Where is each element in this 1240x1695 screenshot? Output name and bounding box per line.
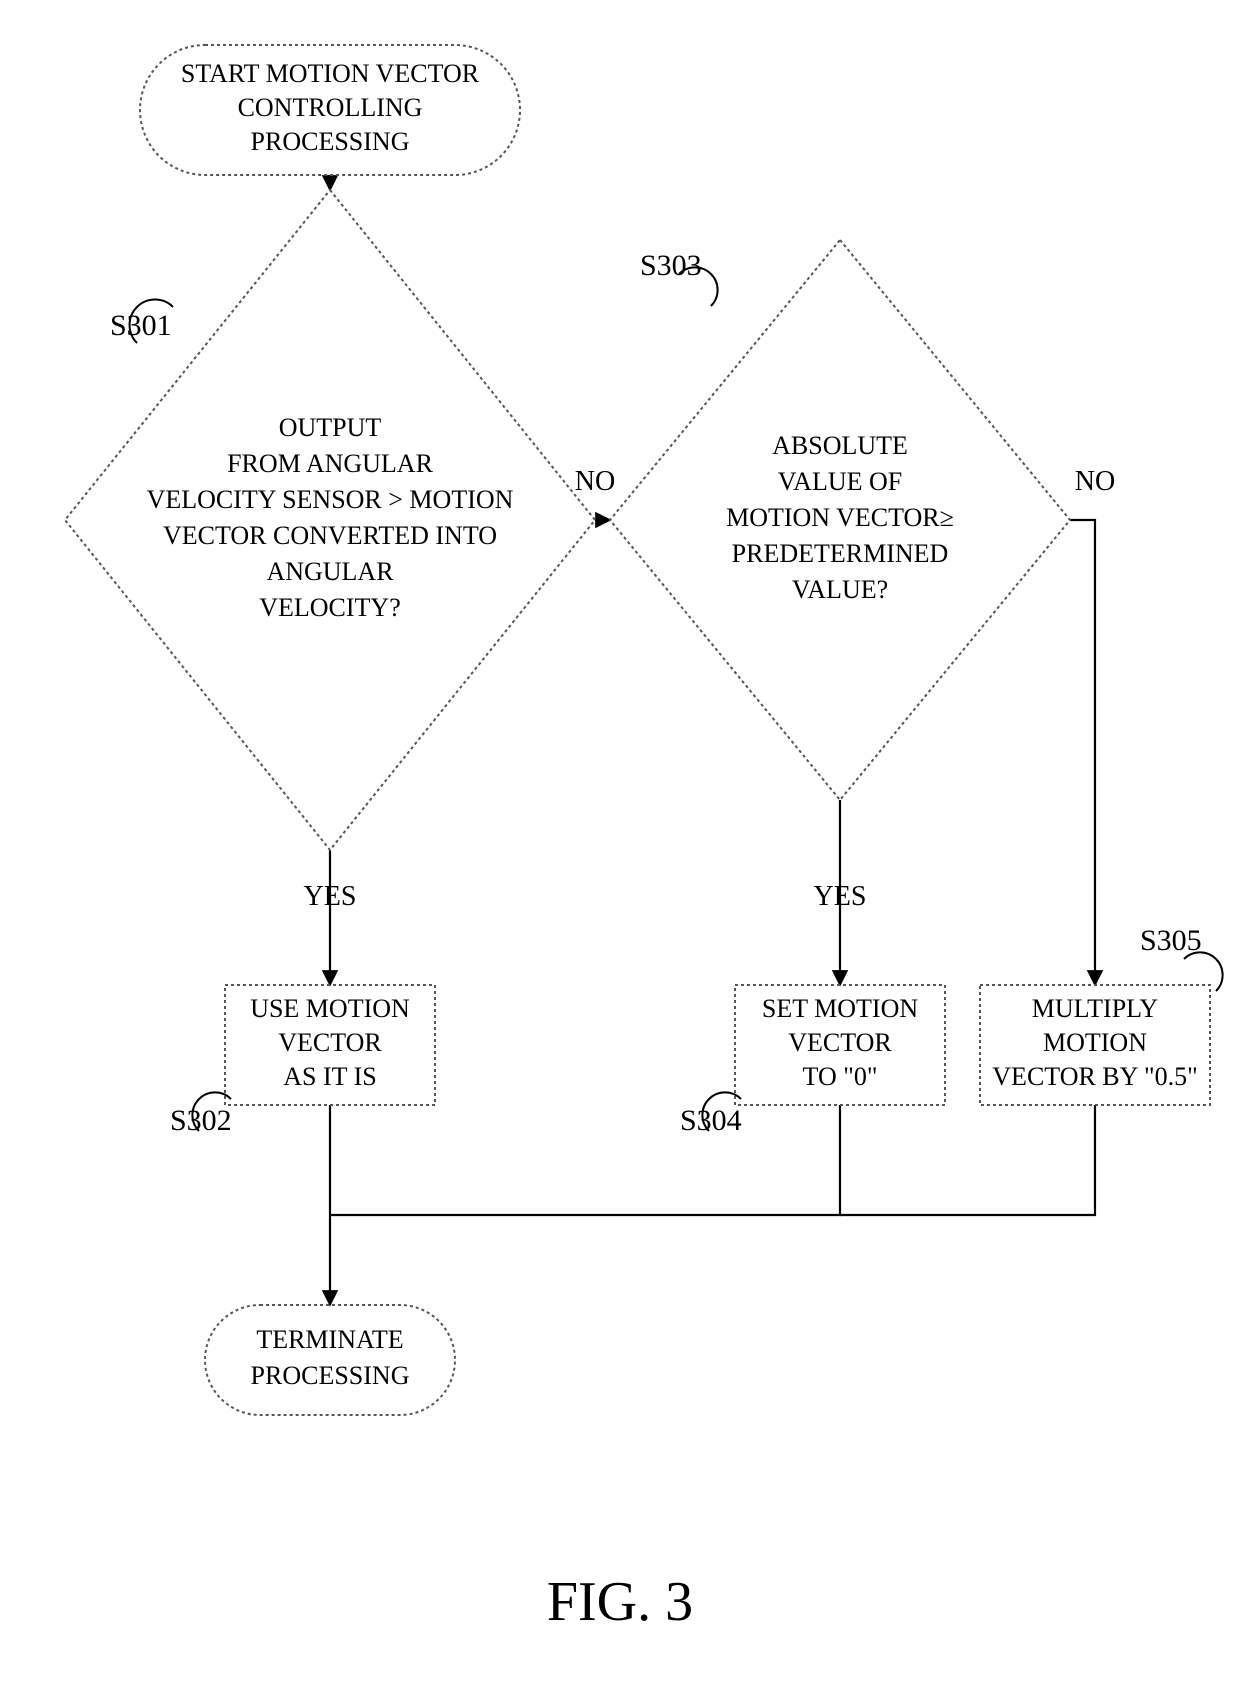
edge-p3-merge — [840, 1105, 1095, 1215]
edge-label-yes-3: YES — [814, 881, 867, 912]
step-label-s304: S304 — [680, 1104, 742, 1137]
node-d2: ABSOLUTEVALUE OFMOTION VECTOR≥PREDETERMI… — [610, 240, 1070, 800]
node-text-end: TERMINATEPROCESSING — [251, 1325, 410, 1390]
edge-p2-merge — [330, 1105, 840, 1215]
node-d1: OUTPUTFROM ANGULARVELOCITY SENSOR > MOTI… — [65, 190, 595, 850]
node-text-d1: OUTPUTFROM ANGULARVELOCITY SENSOR > MOTI… — [147, 413, 514, 622]
edge-label-yes-1: YES — [304, 881, 357, 912]
step-label-s303: S303 — [640, 249, 702, 282]
node-end: TERMINATEPROCESSING — [205, 1305, 455, 1415]
node-text-start: START MOTION VECTORCONTROLLINGPROCESSING — [181, 59, 480, 156]
figure-label: FIG. 3 — [547, 1571, 693, 1633]
node-p1: USE MOTIONVECTORAS IT IS — [225, 985, 435, 1105]
node-p3: MULTIPLYMOTIONVECTOR BY "0.5" — [980, 985, 1210, 1105]
step-label-s302: S302 — [170, 1104, 232, 1137]
step-label-s305: S305 — [1140, 924, 1202, 957]
node-p2: SET MOTIONVECTORTO "0" — [735, 985, 945, 1105]
node-start: START MOTION VECTORCONTROLLINGPROCESSING — [140, 45, 520, 175]
edge-label-no-4: NO — [1075, 466, 1115, 497]
node-text-d2: ABSOLUTEVALUE OFMOTION VECTOR≥PREDETERMI… — [726, 431, 954, 604]
node-text-p2: SET MOTIONVECTORTO "0" — [762, 994, 918, 1091]
step-label-s301: S301 — [110, 309, 172, 342]
edge-label-no-2: NO — [575, 466, 615, 497]
node-text-p1: USE MOTIONVECTORAS IT IS — [250, 994, 410, 1091]
edge-d2-no — [1070, 520, 1095, 985]
node-text-p3: MULTIPLYMOTIONVECTOR BY "0.5" — [992, 994, 1197, 1091]
